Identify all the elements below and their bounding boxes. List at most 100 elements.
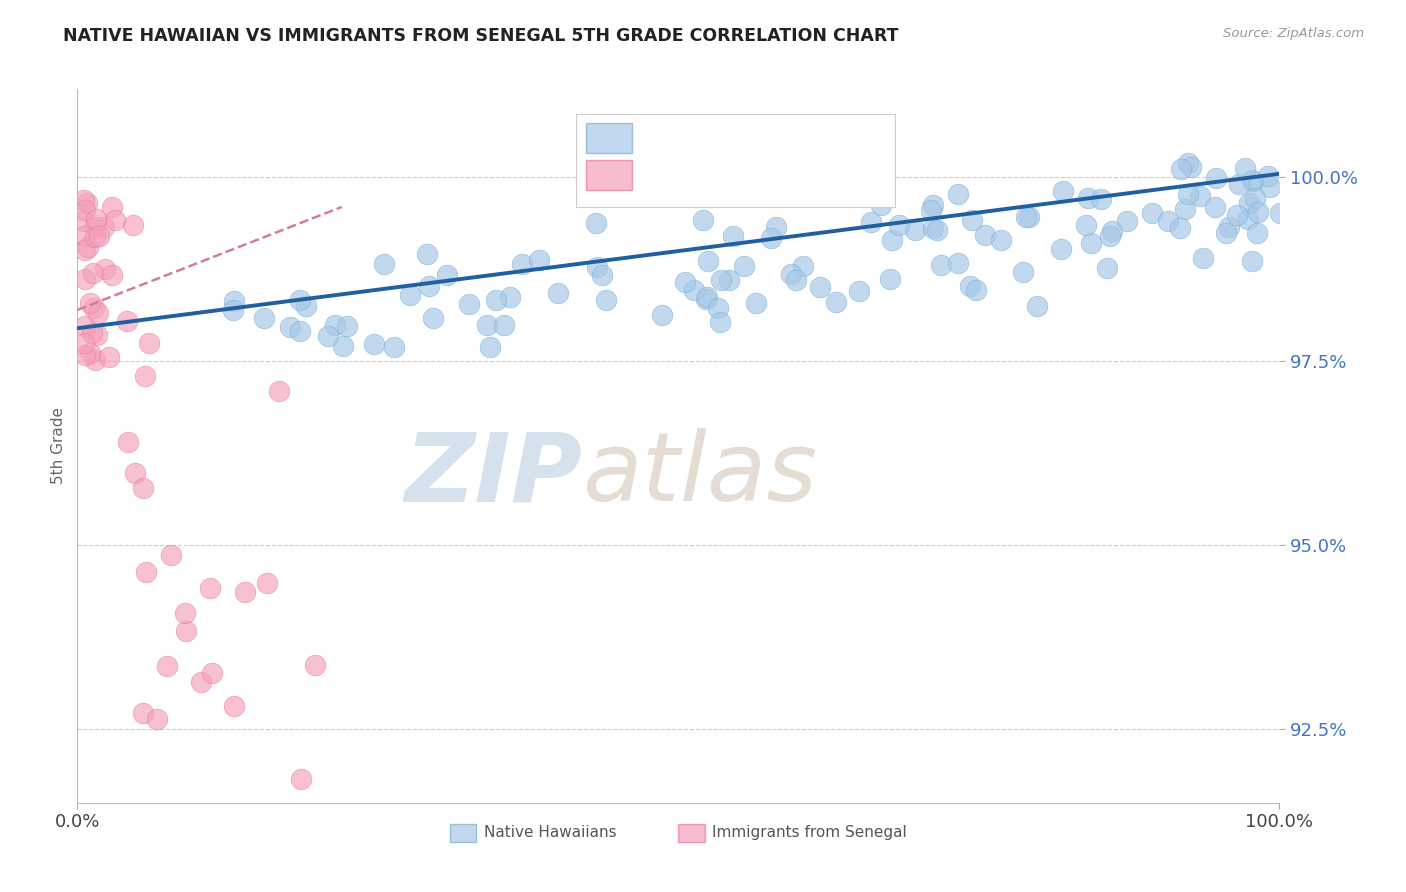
Point bbox=[382, 340, 405, 354]
Point bbox=[585, 260, 607, 275]
Point bbox=[499, 290, 522, 304]
Point bbox=[76, 240, 98, 254]
Point bbox=[990, 234, 1012, 248]
Point bbox=[733, 259, 755, 273]
Text: Source: ZipAtlas.com: Source: ZipAtlas.com bbox=[1223, 27, 1364, 40]
Text: R = 0.384   N = 115: R = 0.384 N = 115 bbox=[643, 129, 839, 147]
Point bbox=[82, 326, 104, 341]
Point bbox=[692, 213, 714, 227]
Point bbox=[79, 296, 101, 310]
Point bbox=[75, 203, 97, 218]
Point bbox=[73, 348, 96, 362]
Point bbox=[1234, 161, 1257, 175]
Point bbox=[1018, 211, 1040, 225]
Point bbox=[132, 706, 155, 721]
Point bbox=[1050, 242, 1073, 256]
Point bbox=[682, 284, 704, 298]
Point bbox=[673, 276, 696, 290]
Point bbox=[145, 712, 167, 726]
Point bbox=[1174, 202, 1197, 217]
Point bbox=[479, 340, 502, 354]
Point bbox=[759, 230, 782, 244]
Point bbox=[925, 223, 948, 237]
Point bbox=[93, 220, 115, 235]
Point bbox=[75, 318, 97, 333]
Point bbox=[716, 177, 738, 191]
Point bbox=[222, 303, 245, 318]
Point bbox=[591, 268, 613, 282]
Point bbox=[595, 293, 617, 307]
Point bbox=[765, 220, 787, 235]
Point bbox=[316, 328, 339, 343]
Point bbox=[117, 434, 139, 449]
Point bbox=[1168, 220, 1191, 235]
Point bbox=[922, 198, 945, 212]
Point bbox=[1157, 214, 1180, 228]
Point bbox=[73, 272, 96, 286]
Point bbox=[201, 666, 224, 681]
Point bbox=[79, 345, 101, 359]
Point bbox=[84, 212, 107, 227]
Point bbox=[1241, 174, 1264, 188]
Point bbox=[76, 196, 98, 211]
Point bbox=[75, 229, 97, 244]
Point bbox=[304, 658, 326, 673]
Point bbox=[233, 585, 256, 599]
Point bbox=[1095, 260, 1118, 275]
Point bbox=[527, 252, 550, 267]
Point bbox=[706, 301, 728, 315]
Text: atlas: atlas bbox=[582, 428, 817, 521]
Point bbox=[101, 200, 124, 214]
Point bbox=[332, 339, 354, 353]
Point bbox=[510, 257, 533, 271]
Point bbox=[73, 193, 96, 207]
Point bbox=[222, 698, 245, 713]
Point bbox=[1080, 235, 1102, 250]
Text: NATIVE HAWAIIAN VS IMMIGRANTS FROM SENEGAL 5TH GRADE CORRELATION CHART: NATIVE HAWAIIAN VS IMMIGRANTS FROM SENEG… bbox=[63, 27, 898, 45]
Point bbox=[173, 606, 195, 620]
Point bbox=[717, 273, 740, 287]
Point bbox=[132, 481, 155, 495]
Point bbox=[965, 283, 987, 297]
Point bbox=[585, 216, 607, 230]
Point bbox=[1268, 205, 1291, 219]
Point bbox=[84, 230, 107, 244]
Point bbox=[124, 466, 146, 480]
Point bbox=[86, 306, 108, 320]
Point bbox=[83, 301, 105, 315]
Point bbox=[1244, 191, 1267, 205]
Point bbox=[860, 215, 883, 229]
Point bbox=[174, 624, 197, 639]
Point bbox=[1012, 265, 1035, 279]
Point bbox=[1098, 228, 1121, 243]
Point bbox=[695, 292, 717, 306]
Point bbox=[780, 267, 803, 281]
Point bbox=[1246, 226, 1268, 240]
Point bbox=[138, 336, 160, 351]
Point bbox=[848, 284, 870, 298]
Point bbox=[959, 279, 981, 293]
Point bbox=[93, 262, 115, 277]
Point bbox=[485, 293, 508, 308]
Point bbox=[785, 273, 807, 287]
Point bbox=[1074, 218, 1097, 232]
Point bbox=[887, 219, 910, 233]
Point bbox=[134, 369, 156, 384]
Point bbox=[256, 575, 278, 590]
Point bbox=[267, 384, 290, 399]
Point bbox=[252, 310, 274, 325]
Point bbox=[973, 228, 995, 243]
Point bbox=[198, 581, 221, 595]
FancyBboxPatch shape bbox=[586, 160, 631, 190]
Point bbox=[1226, 208, 1249, 222]
Point bbox=[422, 310, 444, 325]
Point bbox=[1142, 205, 1164, 219]
Point bbox=[1177, 155, 1199, 169]
Point bbox=[825, 295, 848, 310]
Point bbox=[104, 213, 127, 227]
Point bbox=[1205, 171, 1227, 186]
Point bbox=[373, 257, 395, 271]
Point bbox=[710, 273, 733, 287]
Point bbox=[1180, 160, 1202, 174]
Point bbox=[808, 280, 831, 294]
